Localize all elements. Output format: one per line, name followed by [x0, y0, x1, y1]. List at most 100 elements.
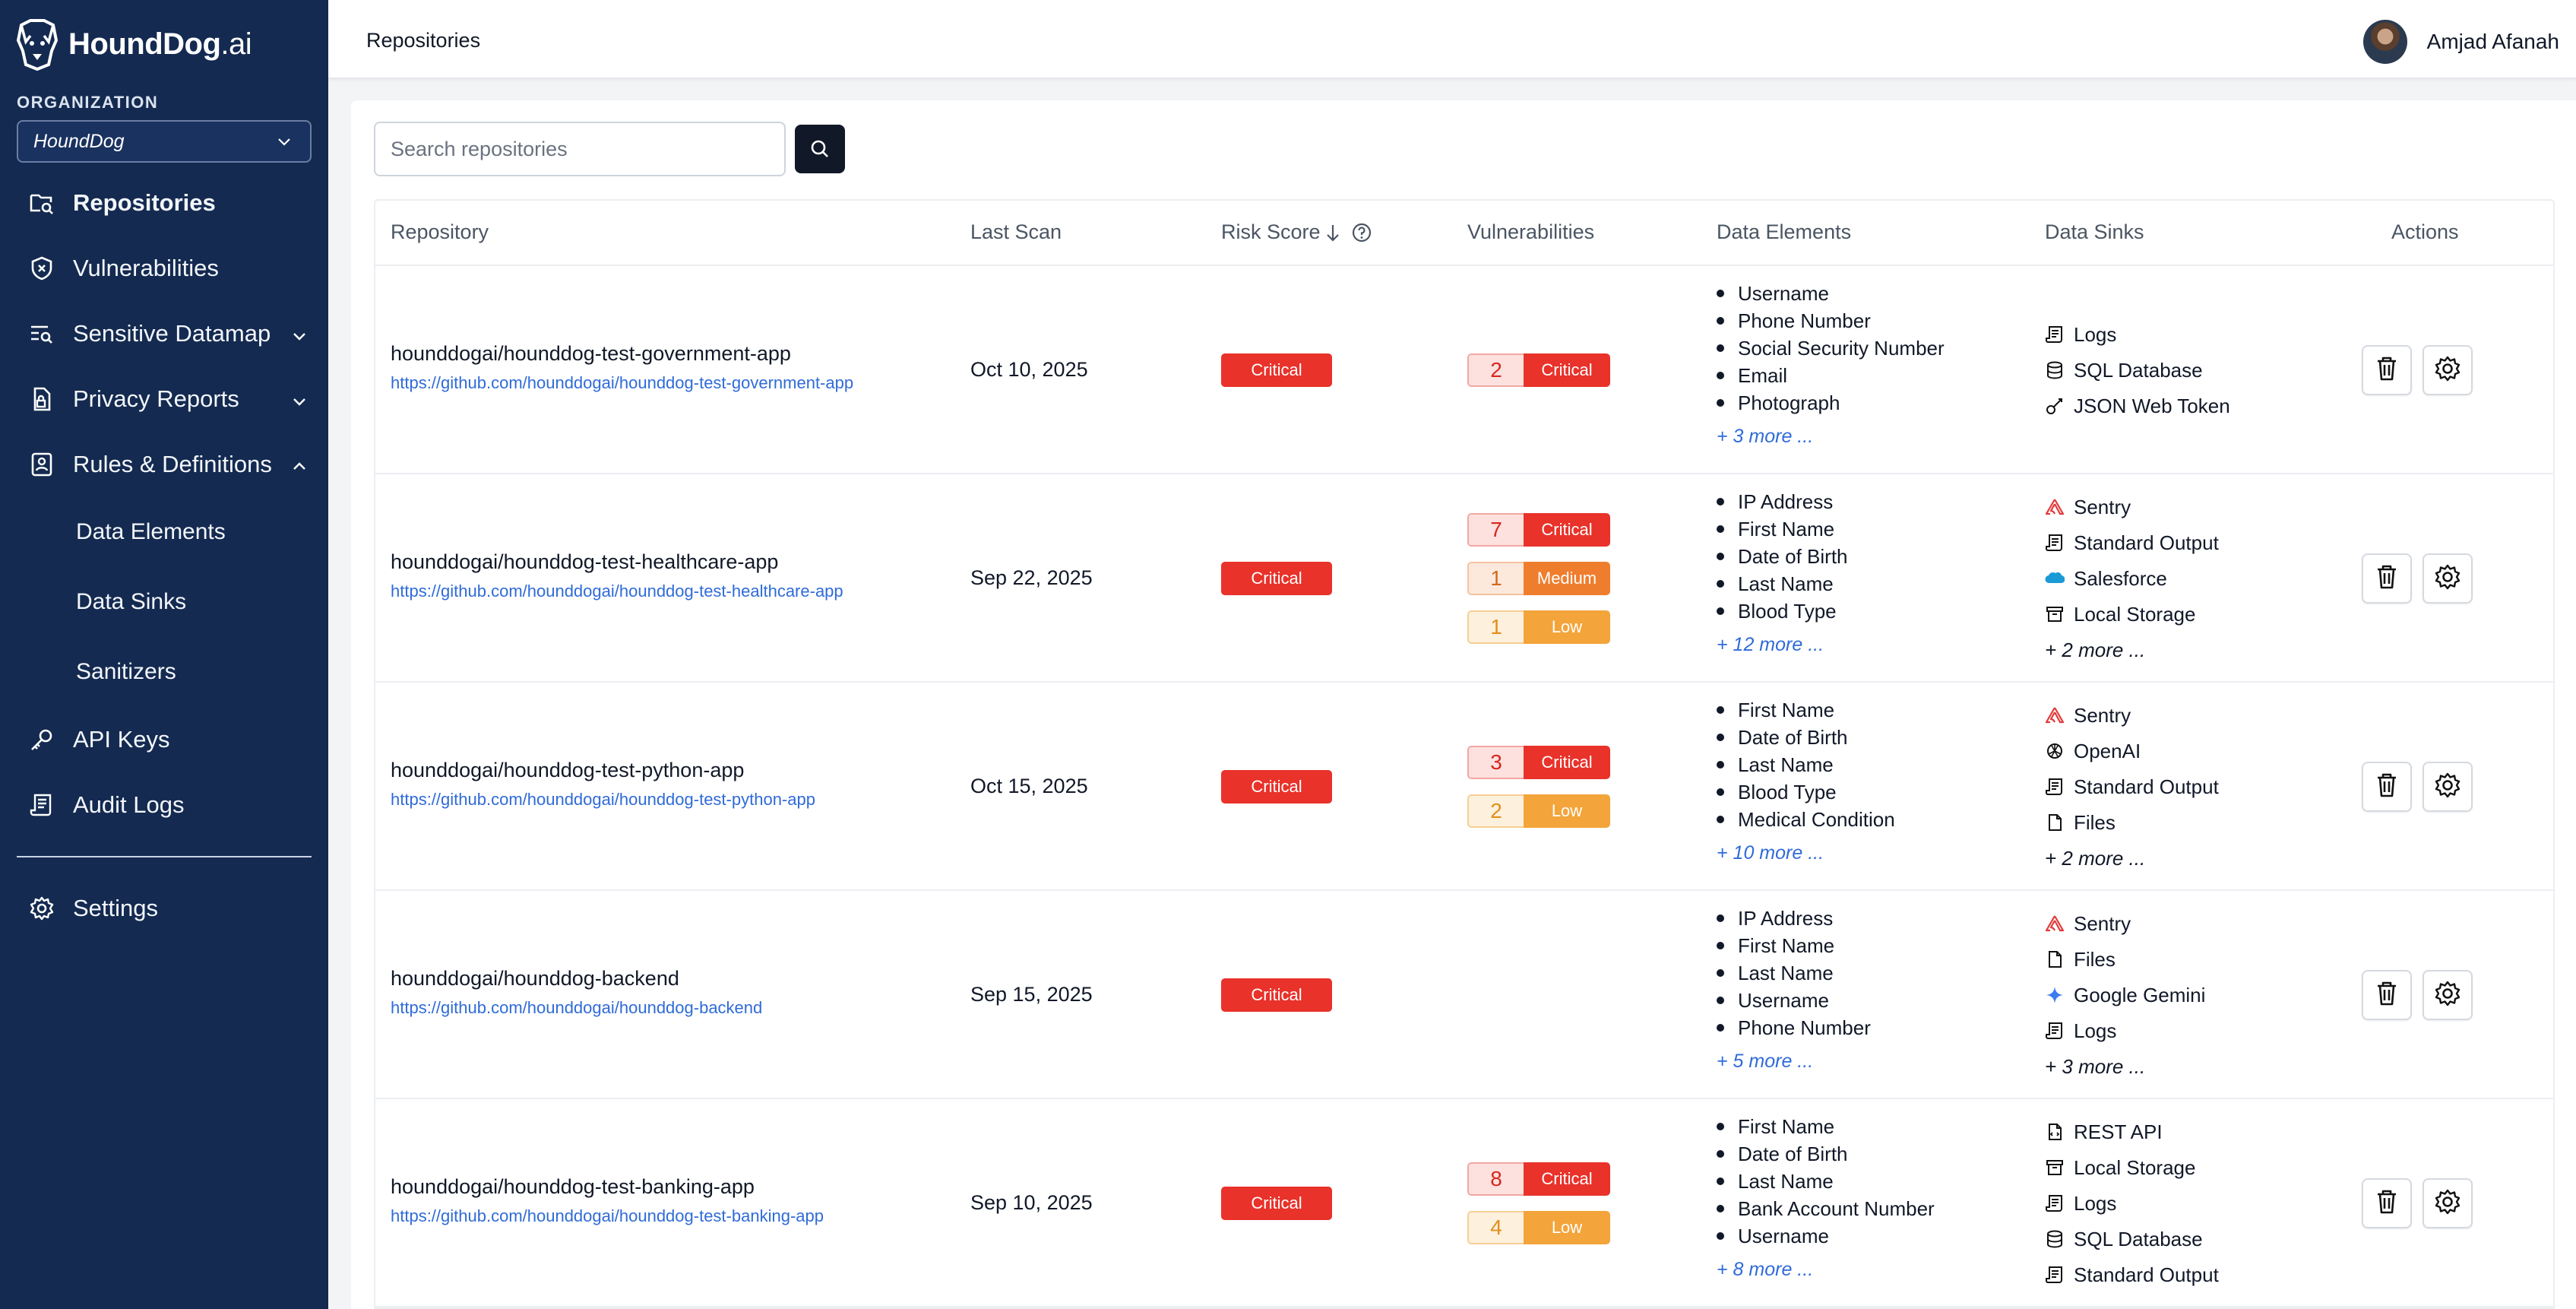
- list-item: Blood Type: [1717, 597, 1848, 625]
- sidebar-item-rules-definitions[interactable]: Rules & Definitions: [0, 432, 328, 497]
- vulnerability-badge[interactable]: 2 Low: [1467, 794, 1610, 828]
- column-data-sinks[interactable]: Data Sinks: [2045, 220, 2144, 243]
- gear-icon: [2433, 979, 2462, 1012]
- bullet: [1717, 914, 1724, 922]
- table-row[interactable]: hounddogai/hounddog-backend https://githu…: [375, 891, 2553, 1099]
- table-row[interactable]: hounddogai/hounddog-test-healthcare-app h…: [375, 474, 2553, 683]
- settings-button[interactable]: [2423, 1178, 2473, 1228]
- column-data-elements[interactable]: Data Elements: [1717, 220, 1852, 243]
- last-scan-date: Sep 10, 2025: [970, 1191, 1093, 1214]
- more-data-elements-link[interactable]: + 8 more ...: [1717, 1259, 1814, 1280]
- vulnerability-badge[interactable]: 3 Critical: [1467, 746, 1610, 779]
- sentry-icon: [2045, 705, 2065, 725]
- sidebar-item-sensitive-datamap[interactable]: Sensitive Datamap: [0, 301, 328, 366]
- more-data-elements-link[interactable]: + 3 more ...: [1717, 426, 1814, 447]
- delete-button[interactable]: [2362, 970, 2412, 1020]
- organization-select[interactable]: HoundDog: [17, 120, 312, 163]
- vulnerability-badge[interactable]: 2 Critical: [1467, 353, 1610, 387]
- sidebar-item-label: Settings: [73, 895, 159, 921]
- data-sinks-list: Sentry Files Google Gemini Logs + 3 more ...: [2045, 906, 2205, 1085]
- table-row[interactable]: hounddogai/hounddog-test-banking-app http…: [375, 1099, 2553, 1307]
- repo-url-link[interactable]: https://github.com/hounddogai/hounddog-t…: [391, 1206, 824, 1225]
- api-icon: [2045, 1122, 2065, 1142]
- chevron-down-icon: [290, 389, 309, 417]
- list-search-icon: [27, 319, 56, 348]
- data-element-label: Last Name: [1738, 961, 1834, 984]
- vulnerability-count: 2: [1467, 794, 1524, 828]
- data-sink-label: OpenAI: [2074, 739, 2141, 762]
- settings-button[interactable]: [2423, 345, 2473, 395]
- delete-button[interactable]: [2362, 553, 2412, 604]
- search-button[interactable]: [795, 125, 845, 173]
- repo-url-link[interactable]: https://github.com/hounddogai/hounddog-b…: [391, 998, 763, 1017]
- list-item: Last Name: [1717, 959, 1871, 987]
- more-data-elements-link[interactable]: + 12 more ...: [1717, 634, 1824, 655]
- sidebar-subitem-sanitizers[interactable]: Sanitizers: [76, 659, 176, 684]
- database-icon: [2045, 360, 2065, 380]
- trash-icon: [2372, 354, 2401, 387]
- more-data-elements-link[interactable]: + 5 more ...: [1717, 1051, 1814, 1072]
- column-risk-score[interactable]: Risk Score: [1221, 220, 1372, 244]
- repo-url-link[interactable]: https://github.com/hounddogai/hounddog-t…: [391, 790, 815, 809]
- sidebar-item-api-keys[interactable]: API Keys: [0, 707, 328, 772]
- more-data-sinks-link[interactable]: + 3 more ...: [2045, 1054, 2146, 1078]
- settings-button[interactable]: [2423, 553, 2473, 604]
- repo-url-link[interactable]: https://github.com/hounddogai/hounddog-t…: [391, 373, 854, 392]
- list-item: Last Name: [1717, 751, 1895, 778]
- sidebar-item-audit-logs[interactable]: Audit Logs: [0, 772, 328, 838]
- sidebar-item-label: Repositories: [73, 189, 216, 216]
- settings-button[interactable]: [2423, 970, 2473, 1020]
- more-data-sinks-link[interactable]: + 2 more ...: [2045, 846, 2146, 870]
- list-item: Bank Account Number: [1717, 1195, 1935, 1222]
- table-row[interactable]: hounddogai/hounddog-test-government-app h…: [375, 266, 2553, 474]
- column-last-scan[interactable]: Last Scan: [970, 220, 1062, 243]
- table-row[interactable]: hounddogai/hounddog-test-python-app https…: [375, 683, 2553, 891]
- vulnerability-badge[interactable]: 7 Critical: [1467, 513, 1610, 547]
- more-data-elements-link[interactable]: + 10 more ...: [1717, 842, 1824, 864]
- search-input[interactable]: [374, 122, 786, 176]
- vulnerability-badge[interactable]: 1 Medium: [1467, 562, 1610, 595]
- database-icon: [2045, 1229, 2065, 1249]
- brand-logo[interactable]: HoundDog.ai: [15, 17, 252, 71]
- repo-url-link[interactable]: https://github.com/hounddogai/hounddog-t…: [391, 582, 843, 601]
- data-elements-list: First Name Date of Birth Last Name Bank Acc…: [1717, 1113, 1935, 1281]
- data-element-label: Phone Number: [1738, 1016, 1871, 1039]
- sidebar-item-repositories[interactable]: Repositories: [0, 170, 328, 236]
- sidebar-item-settings[interactable]: Settings: [0, 876, 328, 941]
- delete-button[interactable]: [2362, 762, 2412, 812]
- sidebar-item-vulnerabilities[interactable]: Vulnerabilities: [0, 236, 328, 301]
- sidebar-item-privacy-reports[interactable]: Privacy Reports: [0, 366, 328, 432]
- bullet: [1717, 1123, 1724, 1130]
- help-circle-icon[interactable]: [1351, 222, 1372, 243]
- repo-name[interactable]: hounddogai/hounddog-test-healthcare-app: [391, 550, 779, 573]
- list-item: First Name: [1717, 1113, 1935, 1140]
- more-data-sinks-link[interactable]: + 2 more ...: [2045, 638, 2146, 661]
- logs-icon: [2045, 533, 2065, 553]
- data-element-label: First Name: [1738, 933, 1835, 957]
- vulnerability-badge[interactable]: 8 Critical: [1467, 1162, 1610, 1196]
- data-element-label: Username: [1738, 281, 1829, 305]
- column-vulnerabilities[interactable]: Vulnerabilities: [1467, 220, 1595, 243]
- data-sink-item: Sentry: [2045, 906, 2205, 942]
- delete-button[interactable]: [2362, 1178, 2412, 1228]
- vulnerability-badge[interactable]: 4 Low: [1467, 1211, 1610, 1244]
- data-sink-item: Google Gemini: [2045, 978, 2205, 1013]
- column-repository[interactable]: Repository: [391, 220, 489, 243]
- repo-name[interactable]: hounddogai/hounddog-test-python-app: [391, 759, 745, 781]
- vulnerability-count: 1: [1467, 610, 1524, 644]
- data-element-label: Date of Birth: [1738, 1142, 1848, 1165]
- top-bar: Repositories Amjad Afanah: [328, 0, 2576, 79]
- repo-name[interactable]: hounddogai/hounddog-test-government-app: [391, 342, 791, 365]
- sidebar-subitem-data-elements[interactable]: Data Elements: [76, 519, 226, 544]
- sidebar-subitem-data-sinks[interactable]: Data Sinks: [76, 589, 187, 614]
- repositories-table: Repository Last Scan Risk Score Vulnerab…: [374, 199, 2555, 1309]
- repo-name[interactable]: hounddogai/hounddog-backend: [391, 967, 679, 990]
- delete-button[interactable]: [2362, 345, 2412, 395]
- list-item: First Name: [1717, 932, 1871, 959]
- bullet: [1717, 969, 1724, 977]
- repo-name[interactable]: hounddogai/hounddog-test-banking-app: [391, 1175, 755, 1198]
- settings-button[interactable]: [2423, 762, 2473, 812]
- user-menu[interactable]: Amjad Afanah: [2362, 20, 2559, 64]
- key-icon: [2045, 396, 2065, 416]
- vulnerability-badge[interactable]: 1 Low: [1467, 610, 1610, 644]
